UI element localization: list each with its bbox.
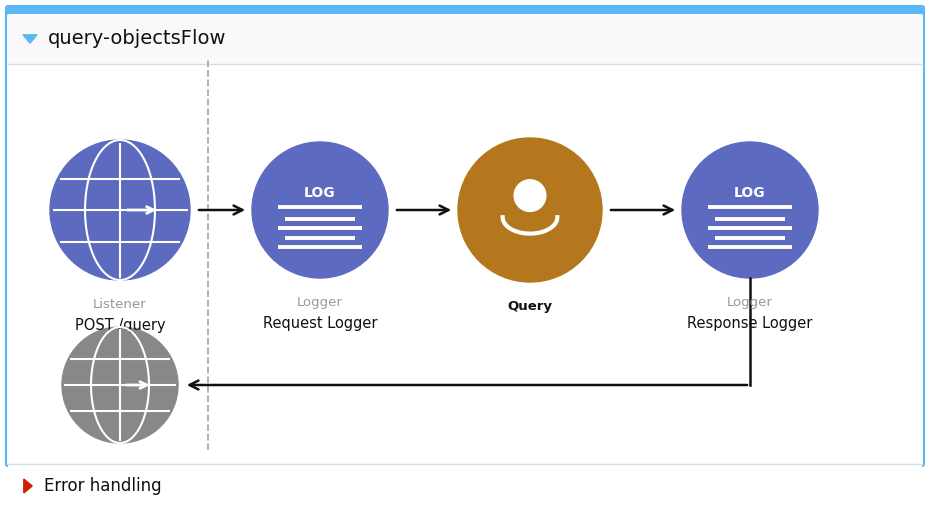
Circle shape	[562, 171, 569, 178]
Text: Query: Query	[508, 300, 552, 313]
Polygon shape	[23, 35, 37, 43]
Text: Logger: Logger	[297, 296, 343, 309]
FancyBboxPatch shape	[8, 464, 922, 508]
FancyBboxPatch shape	[6, 6, 924, 466]
Circle shape	[491, 242, 498, 249]
Text: Request Logger: Request Logger	[263, 316, 378, 331]
Text: query-objectsFlow: query-objectsFlow	[48, 29, 227, 49]
Circle shape	[476, 206, 484, 214]
Text: LOG: LOG	[734, 186, 765, 200]
Text: LOG: LOG	[304, 186, 336, 200]
Circle shape	[577, 206, 584, 214]
Text: Logger: Logger	[727, 296, 773, 309]
Circle shape	[514, 180, 546, 212]
Polygon shape	[24, 479, 33, 493]
Circle shape	[62, 327, 178, 443]
Circle shape	[526, 257, 534, 264]
FancyBboxPatch shape	[8, 14, 922, 64]
Circle shape	[458, 138, 602, 282]
Circle shape	[491, 171, 498, 178]
Circle shape	[526, 156, 534, 163]
Text: Error handling: Error handling	[44, 477, 162, 495]
Text: POST /query: POST /query	[74, 318, 166, 333]
Circle shape	[252, 142, 388, 278]
FancyBboxPatch shape	[7, 7, 923, 15]
Circle shape	[562, 242, 569, 249]
Circle shape	[682, 142, 818, 278]
Circle shape	[50, 140, 190, 280]
Text: Response Logger: Response Logger	[687, 316, 813, 331]
Text: Listener: Listener	[93, 298, 147, 311]
